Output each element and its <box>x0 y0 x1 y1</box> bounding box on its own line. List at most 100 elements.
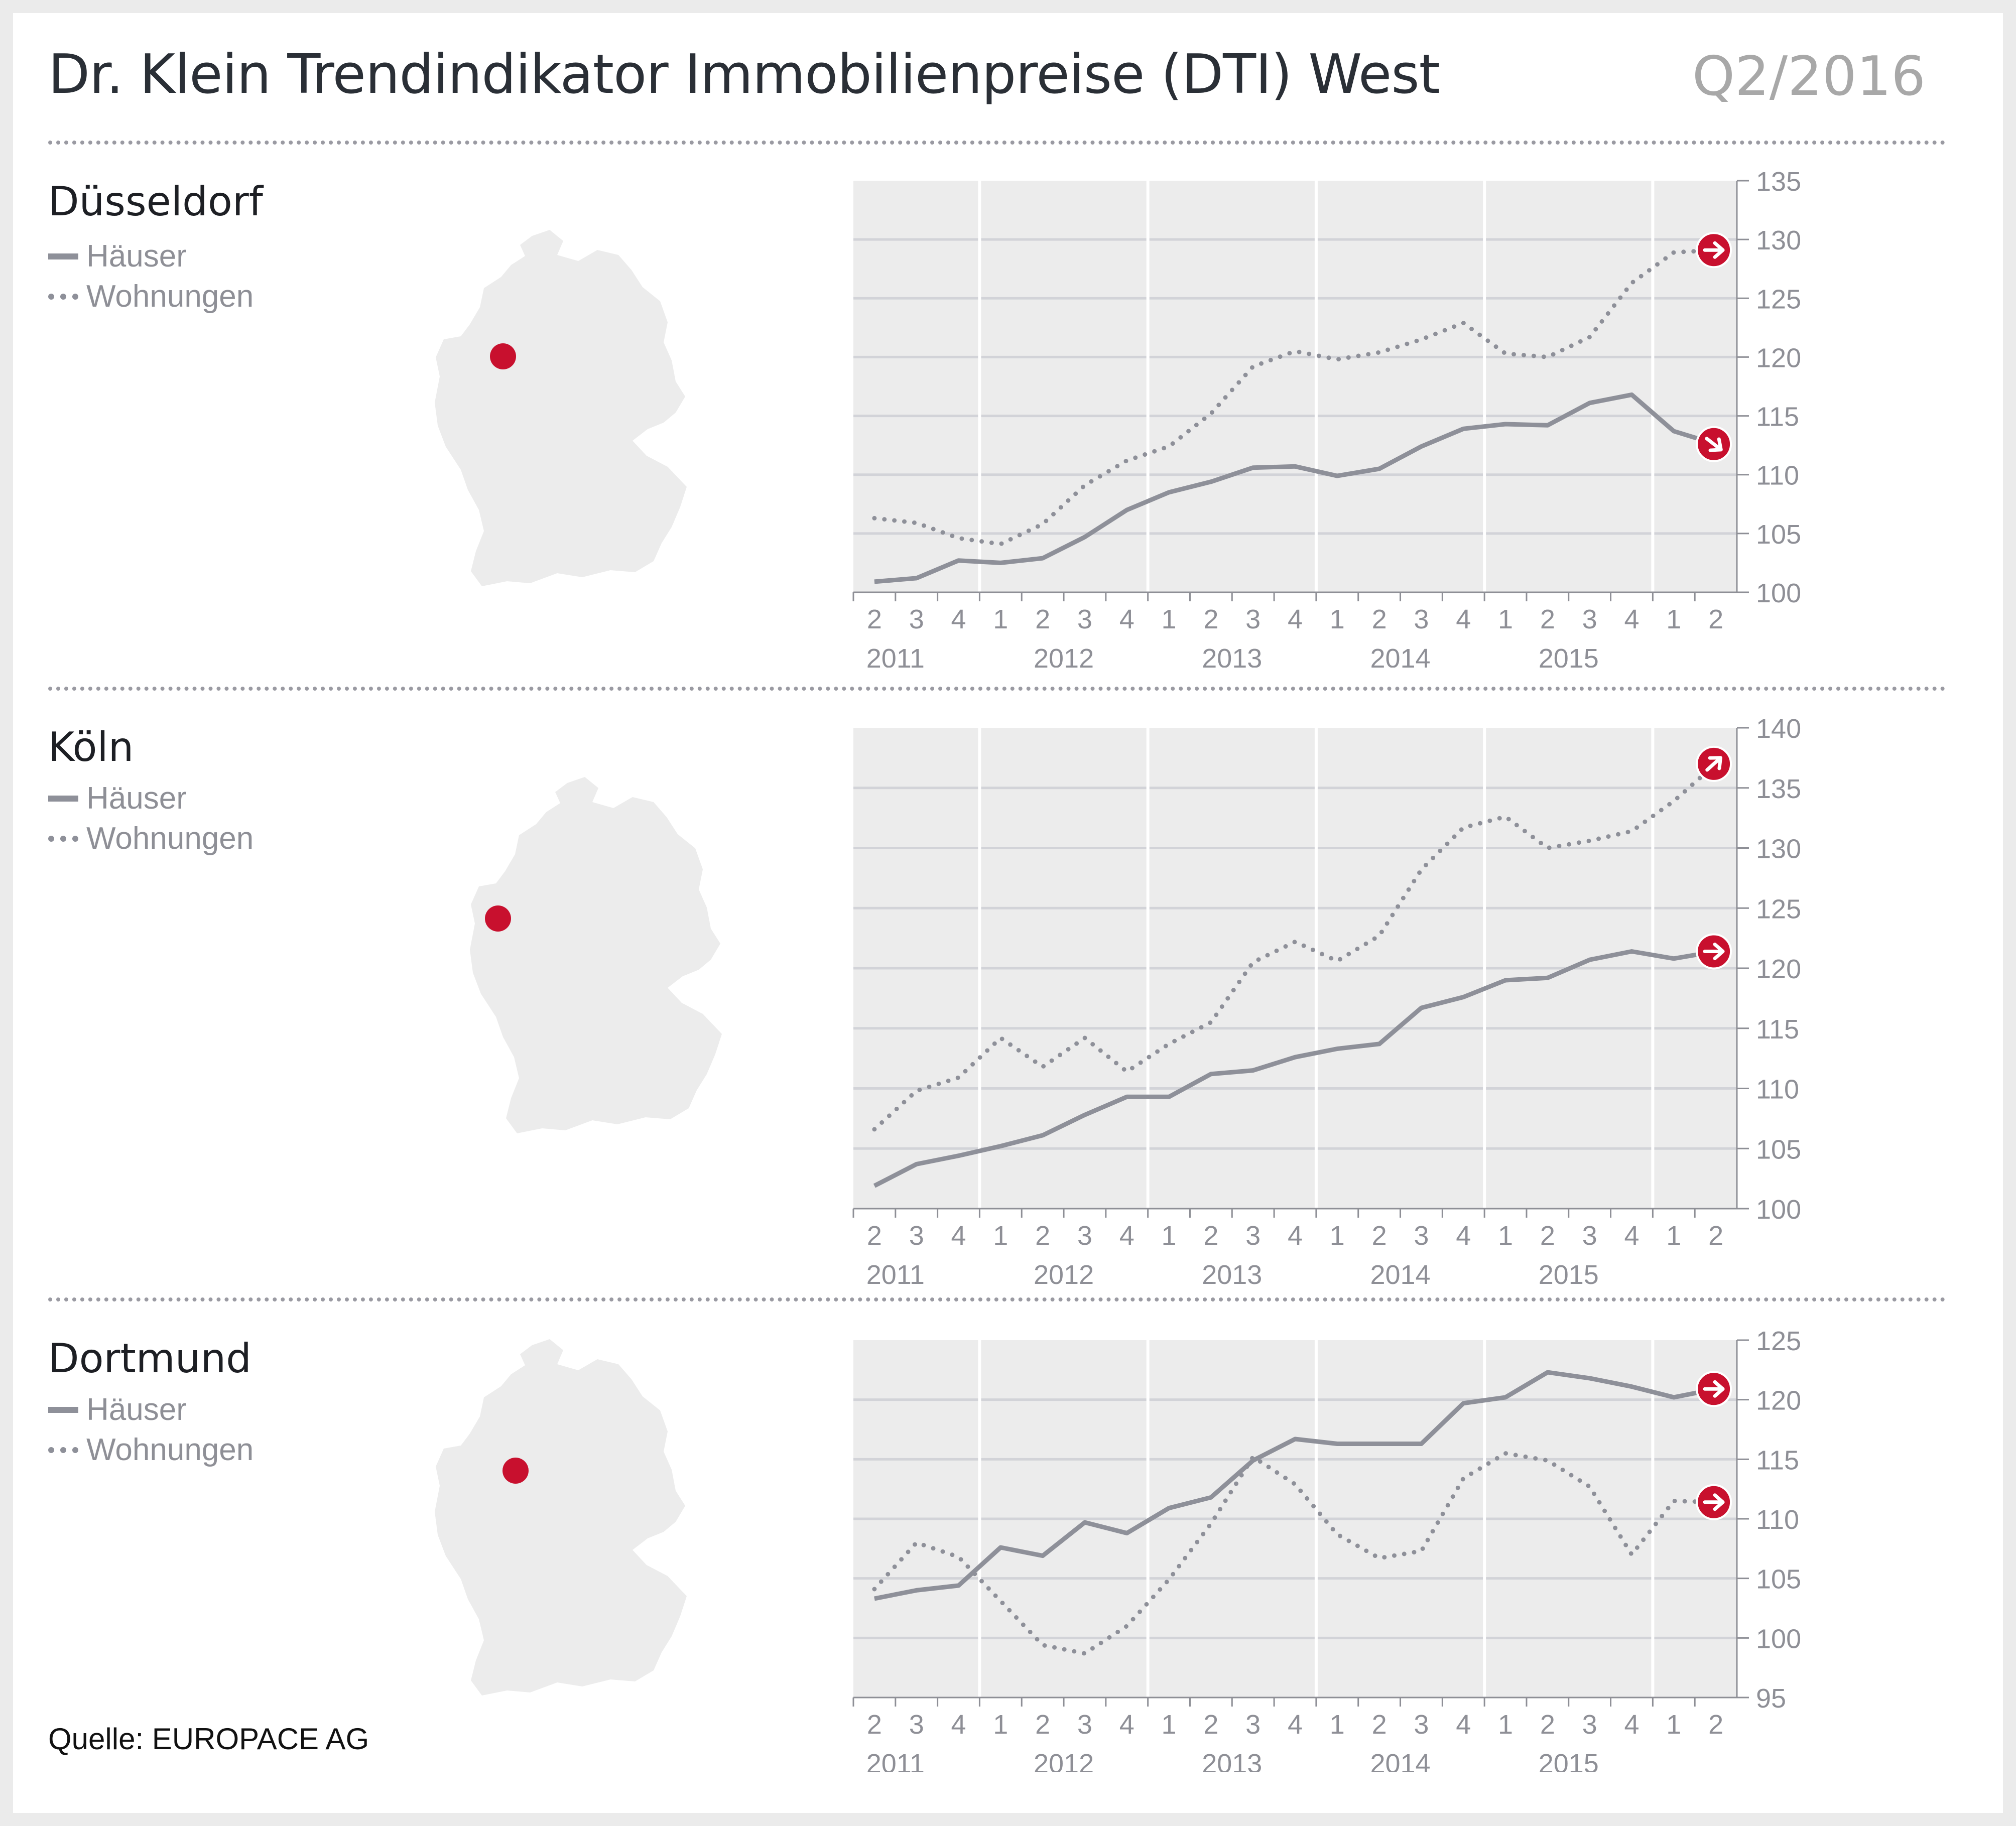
x-quarter-label: 1 <box>1162 1710 1177 1740</box>
y-tick-label: 115 <box>1756 1445 1799 1475</box>
legend-dotted-swatch <box>48 835 78 842</box>
x-year-label: 2012 <box>1034 1749 1094 1772</box>
x-quarter-label: 2 <box>867 604 882 634</box>
x-quarter-label: 3 <box>1077 1710 1092 1740</box>
x-year-label: 2013 <box>1202 1260 1262 1285</box>
germany-shape <box>470 777 722 1133</box>
panel-divider <box>48 687 1946 691</box>
x-quarter-label: 2 <box>1035 1221 1050 1251</box>
x-year-label: 2012 <box>1034 1260 1094 1285</box>
legend-apartments: Wohnungen <box>48 821 254 856</box>
x-quarter-label: 1 <box>1666 604 1681 634</box>
legend-apartments-label: Wohnungen <box>86 821 254 856</box>
x-quarter-label: 2 <box>1203 1221 1218 1251</box>
legend-solid-swatch <box>48 795 78 802</box>
y-tick-label: 115 <box>1756 1014 1799 1045</box>
x-quarter-label: 4 <box>1456 604 1471 634</box>
x-quarter-label: 2 <box>867 1221 882 1251</box>
plot-area <box>853 181 1737 592</box>
arrow-circle-icon <box>1696 933 1732 970</box>
legend-houses-label: Häuser <box>86 781 187 816</box>
x-quarter-label: 2 <box>1372 1221 1387 1251</box>
x-quarter-label: 3 <box>1245 1221 1261 1251</box>
legend-solid-swatch <box>48 253 78 259</box>
x-quarter-label: 4 <box>951 1710 966 1740</box>
x-quarter-label: 4 <box>1119 604 1135 634</box>
x-quarter-label: 4 <box>1288 604 1303 634</box>
x-quarter-label: 4 <box>1624 604 1639 634</box>
x-quarter-label: 2 <box>1372 604 1387 634</box>
x-quarter-label: 1 <box>1498 1710 1513 1740</box>
y-tick-label: 100 <box>1756 578 1801 608</box>
x-quarter-label: 3 <box>1582 604 1597 634</box>
x-quarter-label: 4 <box>1624 1221 1639 1251</box>
x-quarter-label: 2 <box>1540 1710 1555 1740</box>
y-tick-label: 110 <box>1756 1075 1799 1105</box>
x-quarter-label: 1 <box>1162 1221 1177 1251</box>
x-quarter-label: 1 <box>1666 1221 1681 1251</box>
x-year-label: 2011 <box>866 643 925 668</box>
y-tick-label: 120 <box>1756 954 1801 984</box>
series-line-apartments <box>872 761 1718 1132</box>
city-dot-icon <box>502 1458 529 1484</box>
x-quarter-label: 2 <box>1372 1710 1387 1740</box>
x-year-label: 2014 <box>1370 1260 1430 1285</box>
y-tick-label: 125 <box>1756 894 1801 924</box>
x-year-label: 2015 <box>1539 1749 1599 1772</box>
x-quarter-label: 4 <box>1456 1221 1471 1251</box>
legend-houses-label: Häuser <box>86 239 187 274</box>
source-note: Quelle: EUROPACE AG <box>48 1722 369 1756</box>
arrow-circle-icon <box>1696 745 1732 782</box>
x-quarter-label: 2 <box>1540 604 1555 634</box>
germany-map-icon <box>470 777 722 1133</box>
legend-houses: Häuser <box>48 780 187 816</box>
series-line-houses <box>874 1370 1716 1601</box>
x-quarter-label: 3 <box>1245 1710 1261 1740</box>
legend-apartments-label: Wohnungen <box>86 1432 254 1467</box>
x-quarter-label: 1 <box>993 1221 1008 1251</box>
legend-apartments: Wohnungen <box>48 1432 254 1468</box>
legend-houses: Häuser <box>48 1392 187 1427</box>
germany-map-icon <box>435 230 687 586</box>
legend-dotted-swatch <box>48 293 78 300</box>
series-line-apartments <box>872 1451 1718 1656</box>
city-dot-icon <box>490 343 516 369</box>
x-quarter-label: 4 <box>951 1221 966 1251</box>
panel-divider <box>48 1297 1946 1301</box>
y-tick-label: 120 <box>1756 343 1801 373</box>
x-quarter-label: 3 <box>1077 1221 1092 1251</box>
x-quarter-label: 2 <box>867 1710 882 1740</box>
x-quarter-label: 3 <box>1414 604 1429 634</box>
y-tick-label: 105 <box>1756 1134 1801 1164</box>
y-tick-label: 125 <box>1756 1330 1801 1356</box>
x-quarter-label: 3 <box>909 1710 924 1740</box>
legend-houses: Häuser <box>48 238 187 274</box>
arrow-circle-icon <box>1696 1484 1732 1520</box>
germany-map-icon <box>435 1339 687 1695</box>
germany-shape <box>435 230 687 586</box>
series-line-houses <box>873 949 1716 1188</box>
y-tick-label: 105 <box>1756 1564 1801 1595</box>
legend-houses-label: Häuser <box>86 1392 187 1427</box>
y-tick-label: 110 <box>1756 1505 1799 1535</box>
city-dot-icon <box>485 905 511 932</box>
y-tick-label: 95 <box>1756 1683 1786 1714</box>
y-tick-label: 105 <box>1756 519 1801 550</box>
x-quarter-label: 4 <box>1288 1710 1303 1740</box>
header-divider <box>48 141 1946 145</box>
x-quarter-label: 2 <box>1035 1710 1050 1740</box>
y-tick-label: 130 <box>1756 834 1801 864</box>
x-year-label: 2011 <box>866 1260 925 1285</box>
y-tick-label: 130 <box>1756 225 1801 255</box>
arrow-circle-icon <box>1696 232 1732 269</box>
x-quarter-label: 3 <box>1582 1221 1597 1251</box>
x-year-label: 2012 <box>1034 643 1094 668</box>
x-quarter-label: 3 <box>909 604 924 634</box>
x-year-label: 2013 <box>1202 643 1262 668</box>
x-quarter-label: 1 <box>1162 604 1177 634</box>
x-quarter-label: 2 <box>1203 604 1218 634</box>
legend-solid-swatch <box>48 1406 78 1413</box>
